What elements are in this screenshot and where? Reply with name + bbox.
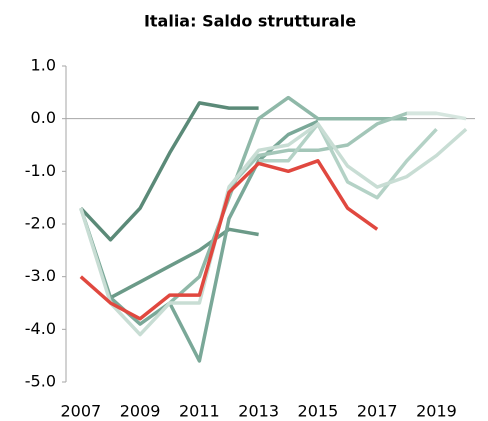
series-line — [79, 159, 379, 321]
y-tick-label: -5.0 — [25, 372, 56, 391]
x-tick-label: 2015 — [298, 402, 339, 421]
series-line — [109, 227, 259, 300]
x-tick-label: 2009 — [120, 402, 161, 421]
y-tick-label: 1.0 — [31, 56, 56, 75]
x-tick-label: 2007 — [60, 402, 101, 421]
series-line — [79, 122, 468, 337]
y-tick-label: -3.0 — [25, 266, 56, 285]
series-line — [406, 111, 467, 121]
y-tick-label: -2.0 — [25, 214, 56, 233]
y-tick-label: -4.0 — [25, 319, 56, 338]
x-tick-label: 2011 — [179, 402, 220, 421]
series-line — [79, 101, 259, 242]
series-line — [79, 119, 319, 363]
x-tick-label: 2013 — [238, 402, 279, 421]
x-tick-label: 2017 — [357, 402, 398, 421]
series-line — [168, 95, 407, 305]
chart-title: Italia: Saldo strutturale — [144, 12, 356, 31]
y-tick-label: -1.0 — [25, 161, 56, 180]
series-line — [258, 122, 438, 200]
y-tick-label: 0.0 — [31, 108, 56, 127]
x-tick-label: 2019 — [416, 402, 457, 421]
